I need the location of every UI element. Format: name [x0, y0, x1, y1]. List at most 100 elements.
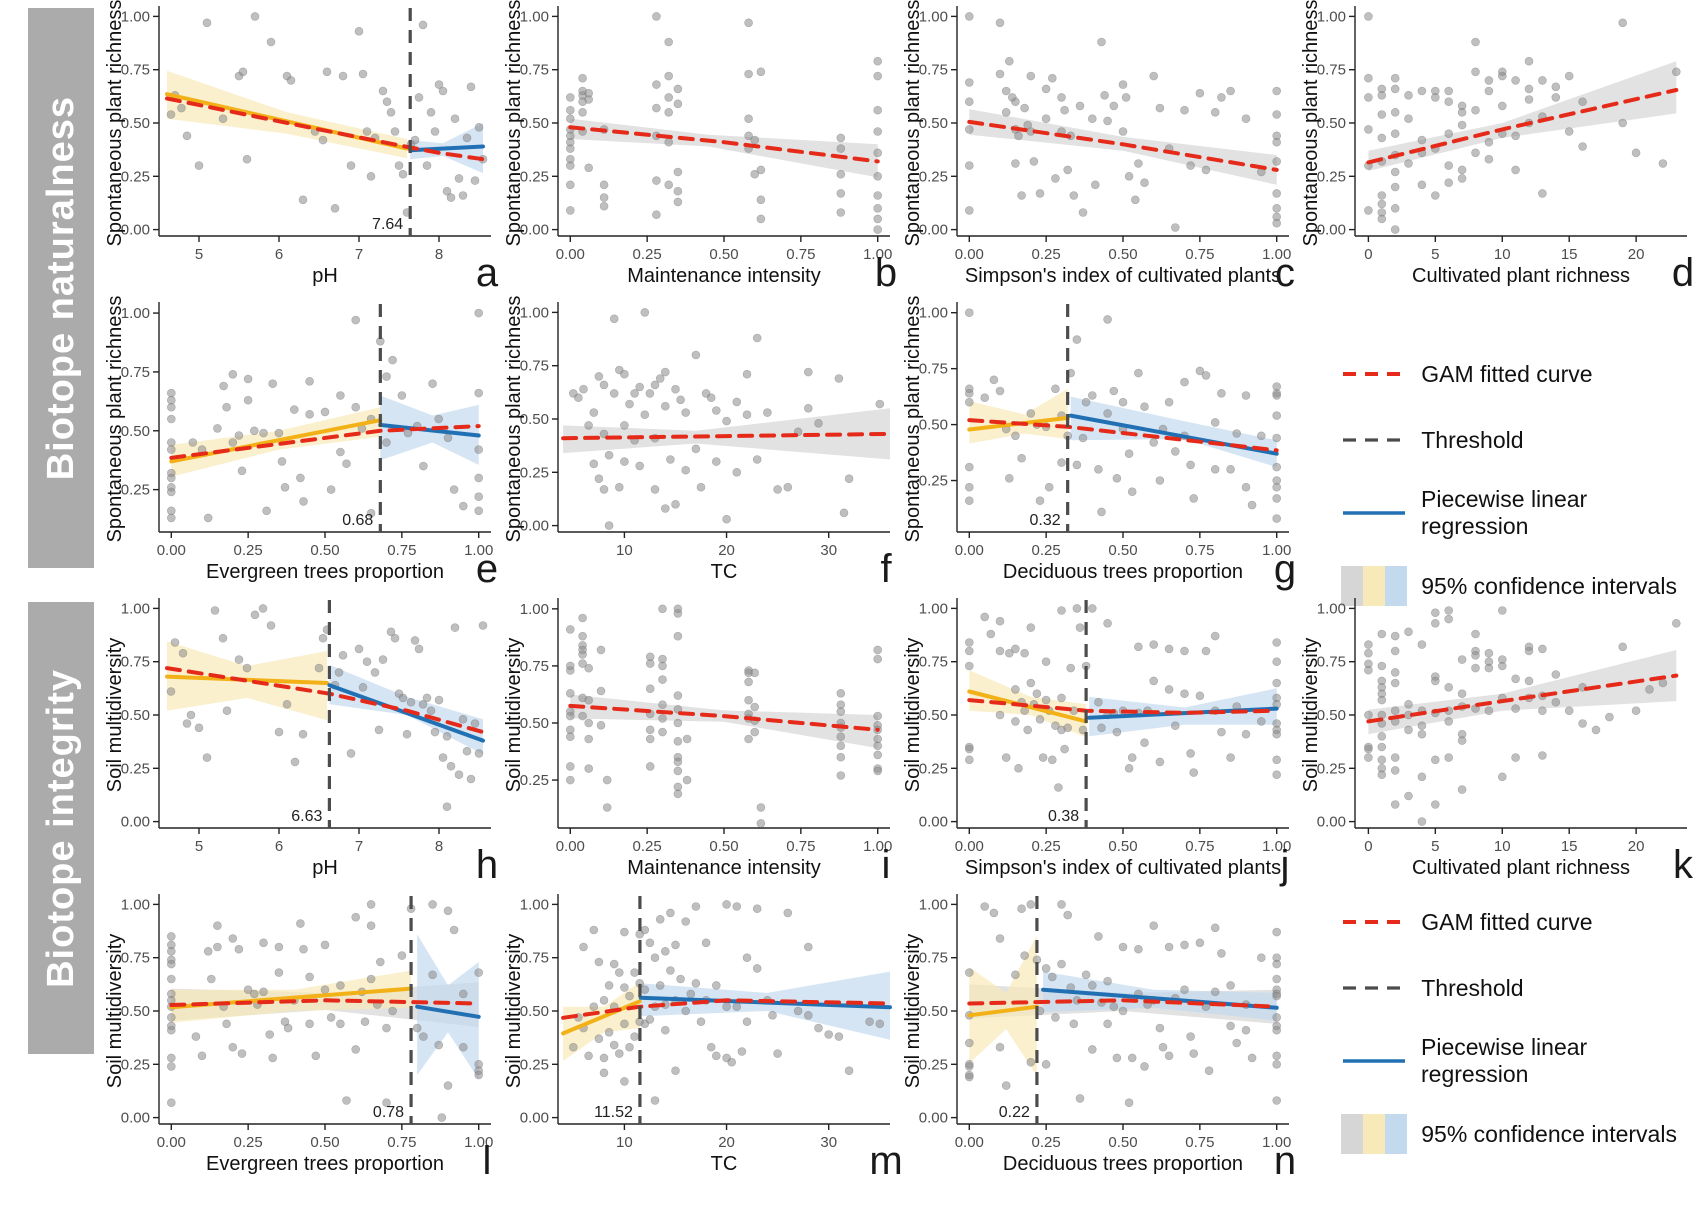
- scatter-point: [1498, 101, 1507, 111]
- scatter-point: [166, 110, 176, 119]
- scatter-point: [1001, 1081, 1010, 1090]
- scatter-point: [651, 12, 661, 21]
- threshold-value: 6.63: [291, 808, 322, 825]
- scatter-point: [1458, 165, 1467, 175]
- legend-item-swatches: 95% confidence intervals: [1341, 1114, 1700, 1154]
- scatter-point: [1618, 118, 1628, 128]
- panel-l: 0.00 0.25 0.50 0.75 1.00 0.00 0.25 0.50 0.75 1.00…: [105, 888, 504, 1223]
- scatter-point: [673, 186, 682, 196]
- banner-label: Biotope integrity: [39, 668, 82, 988]
- scatter-point: [1391, 84, 1400, 94]
- scatter-point: [1444, 97, 1454, 106]
- scatter-point: [657, 675, 667, 684]
- scatter-point: [1271, 1051, 1281, 1061]
- scatter-point: [673, 757, 682, 767]
- scatter-point: [665, 966, 675, 975]
- scatter-point: [873, 191, 882, 200]
- scatter-point: [599, 180, 609, 190]
- scatter-point: [568, 1042, 578, 1052]
- scatter-point: [1047, 73, 1057, 83]
- scatter-point: [266, 37, 276, 47]
- scatter-point: [1093, 932, 1103, 941]
- scatter-point: [1524, 676, 1534, 686]
- scatter-point: [213, 424, 222, 433]
- scatter-point: [259, 428, 268, 438]
- scatter-point: [1019, 103, 1029, 113]
- scatter-point: [599, 1053, 609, 1063]
- scatter-point: [1075, 1094, 1084, 1103]
- y-tick-label: 0.25: [520, 168, 549, 185]
- y-tick-label: 0.25: [918, 473, 947, 490]
- scatter-point: [1431, 608, 1440, 618]
- gam-curve: [568, 703, 880, 732]
- scatter-point: [964, 1072, 974, 1082]
- scatter-point: [268, 1053, 277, 1063]
- ci-band-yellow: [562, 982, 640, 1062]
- scatter-point: [682, 734, 692, 744]
- scatter-point: [1056, 606, 1066, 615]
- scatter-point: [599, 1068, 609, 1078]
- scatter-point: [1498, 71, 1507, 81]
- y-tick-label: 0.50: [918, 1003, 947, 1020]
- scatter-point: [873, 105, 882, 115]
- scatter-point: [388, 355, 397, 365]
- scatter-point: [979, 393, 989, 402]
- y-tick-label: 1.00: [520, 304, 549, 321]
- scatter-point: [1096, 723, 1106, 733]
- scatter-point: [651, 210, 661, 219]
- scatter-point: [773, 485, 782, 494]
- scatter-point: [589, 459, 598, 469]
- scatter-point: [681, 1006, 690, 1016]
- scatter-point: [286, 76, 296, 85]
- scatter-point: [1271, 770, 1281, 779]
- scatter-point: [478, 621, 488, 630]
- scatter-point: [744, 18, 753, 28]
- scatter-point: [727, 1057, 736, 1067]
- scatter-point: [375, 957, 385, 967]
- scatter-point: [250, 610, 260, 620]
- scatter-point: [305, 1019, 314, 1029]
- x-tick-label: 5: [195, 246, 203, 263]
- scatter-point: [462, 133, 472, 143]
- scatter-point: [604, 521, 614, 530]
- x-tick-label: 0.50: [1108, 838, 1137, 855]
- scatter-point: [366, 921, 376, 931]
- scatter-point: [1102, 116, 1112, 126]
- threshold-value: 0.78: [373, 1104, 404, 1121]
- scatter-point: [446, 193, 456, 202]
- scatter-point: [756, 67, 765, 77]
- scatter-point: [1484, 86, 1494, 96]
- scatter-point: [1185, 1032, 1195, 1041]
- scatter-point: [609, 389, 619, 398]
- scatter-point: [1524, 95, 1534, 104]
- scatter-point: [584, 734, 593, 744]
- scatter-point: [651, 176, 661, 185]
- scatter-point: [1241, 1025, 1250, 1035]
- scatter-point: [964, 389, 974, 398]
- scatter-point: [803, 367, 813, 377]
- scatter-point: [1247, 500, 1256, 510]
- scatter-point: [1127, 1053, 1136, 1063]
- scatter-point: [320, 985, 330, 994]
- x-tick-label: 1.00: [1262, 246, 1291, 263]
- scatter-point: [167, 445, 176, 454]
- panel-letter: g: [1273, 547, 1295, 591]
- scatter-point: [565, 666, 575, 675]
- scatter-point: [462, 746, 472, 756]
- scatter-point: [783, 908, 792, 918]
- scatter-point: [1538, 706, 1547, 715]
- scatter-point: [326, 485, 336, 494]
- legend-item-dashed-gray: Threshold: [1341, 420, 1700, 460]
- scatter-point: [1364, 125, 1373, 134]
- ci-band-yellow: [968, 388, 1068, 444]
- scatter-point: [813, 1023, 823, 1033]
- scatter-point: [318, 135, 328, 145]
- scatter-point: [1195, 691, 1204, 701]
- scatter-point: [1551, 82, 1561, 92]
- scatter-point: [446, 761, 456, 771]
- scatter-point: [1417, 86, 1427, 96]
- y-axis-label: Spontaneous plant richness: [903, 0, 924, 246]
- scatter-point: [283, 1023, 293, 1033]
- y-tick-label: 1.00: [1317, 8, 1346, 25]
